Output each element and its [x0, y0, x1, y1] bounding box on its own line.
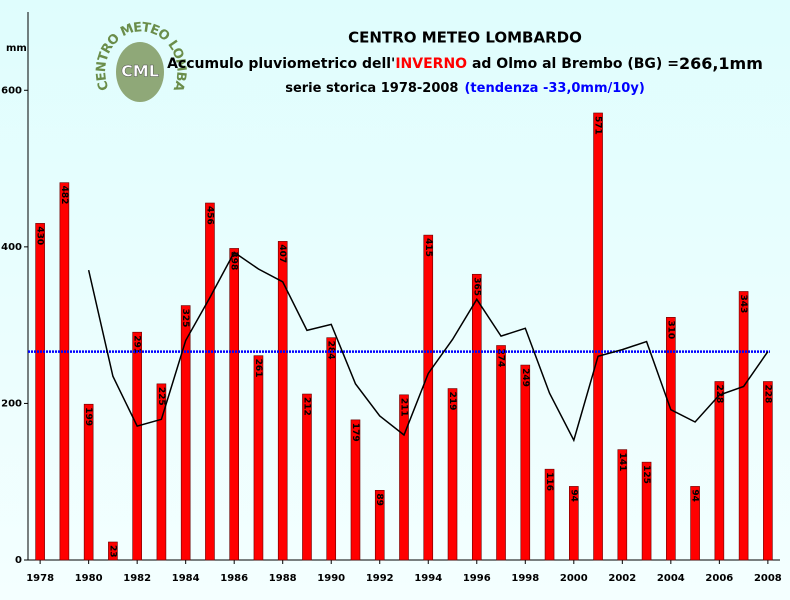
value-label: 116: [544, 472, 554, 491]
moving-average-line: [87, 251, 769, 443]
x-tick-label: 1984: [172, 573, 200, 584]
logo-initials: CML: [121, 62, 159, 81]
trend-label: (tendenza -33,0mm/10y): [464, 81, 644, 96]
subtitle-part: INVERNO: [395, 56, 467, 72]
value-label: 179: [350, 423, 360, 442]
bar: [229, 248, 239, 561]
x-tick-label: 1988: [269, 573, 297, 584]
bar: [520, 364, 531, 561]
value-label: 89: [374, 493, 384, 506]
bar: [277, 241, 288, 561]
value-label: 94: [568, 489, 578, 502]
y-tick-label: 400: [1, 242, 22, 253]
x-tick-label: 2004: [657, 573, 685, 584]
x-tick-label: 1996: [463, 573, 491, 584]
value-label: 141: [617, 453, 627, 472]
value-label: 430: [35, 226, 45, 245]
value-label: 365: [471, 277, 481, 296]
y-tick-label: 200: [1, 398, 22, 409]
x-tick-label: 1990: [317, 573, 345, 584]
value-label: 249: [520, 368, 530, 387]
value-label: 23: [107, 545, 117, 558]
value-label: 291: [132, 335, 142, 354]
bar: [738, 291, 749, 561]
bar: [156, 383, 167, 561]
value-label: 228: [762, 385, 772, 404]
x-tick-label: 1982: [123, 573, 151, 584]
bar: [59, 182, 70, 561]
bar: [763, 381, 773, 561]
bar: [496, 345, 506, 561]
bar: [690, 486, 700, 561]
bar: [350, 419, 361, 561]
bar: [471, 273, 482, 561]
value-label: 211: [399, 398, 409, 417]
x-tick-label: 1980: [75, 573, 103, 584]
value-label: 482: [59, 186, 69, 205]
bar: [544, 468, 555, 561]
x-tick-label: 1986: [220, 573, 248, 584]
bar: [83, 403, 94, 561]
subtitle2-text: serie storica 1978-2008: [285, 81, 458, 96]
value-label: 407: [277, 244, 287, 263]
bar: [35, 223, 45, 561]
value-label: 212: [301, 397, 311, 416]
bar: [714, 381, 725, 561]
y-tick-label: 0: [15, 555, 22, 566]
bar: [447, 388, 458, 561]
bar: [108, 541, 118, 561]
value-label: 274: [496, 348, 506, 367]
x-tick-label: 2006: [705, 573, 733, 584]
chart-subtitle: Accumulo pluviometrico dell'INVERNO ad O…: [167, 54, 763, 73]
value-label: 415: [423, 238, 433, 257]
bar: [399, 394, 409, 561]
y-axis-label: mm: [6, 43, 27, 54]
value-label: 456: [204, 206, 214, 225]
bar: [641, 461, 652, 561]
value-label: 343: [738, 294, 748, 313]
value-label: 94: [690, 489, 700, 502]
value-label: 219: [447, 392, 457, 411]
x-tick-label: 1978: [26, 573, 54, 584]
value-label: 261: [253, 359, 263, 378]
bar: [569, 486, 579, 561]
logo-shape: [116, 42, 164, 102]
bar: [205, 202, 215, 561]
bar: [617, 449, 628, 561]
value-label: 571: [593, 116, 603, 135]
x-tick-label: 2000: [560, 573, 588, 584]
x-tick-label: 2002: [608, 573, 636, 584]
value-label: 325: [180, 309, 190, 328]
value-label: 310: [665, 320, 675, 339]
bar: [132, 331, 142, 561]
chart-title: CENTRO METEO LOMBARDO: [348, 29, 582, 47]
value-label: 225: [156, 387, 166, 406]
bar: [180, 305, 191, 561]
value-label: 199: [83, 407, 93, 426]
value-label: 398: [229, 251, 239, 270]
value-label: 228: [714, 385, 724, 404]
bar: [666, 317, 676, 561]
value-label: 125: [641, 465, 651, 484]
bar: [326, 337, 337, 561]
x-tick-label: 2008: [754, 573, 782, 584]
chart-subtitle2: serie storica 1978-2008 (tendenza -33,0mm…: [285, 81, 645, 96]
x-tick-label: 1998: [511, 573, 539, 584]
bar: [253, 355, 264, 561]
bar: [423, 234, 434, 561]
bar: [374, 490, 385, 561]
value-label: 284: [326, 341, 336, 360]
y-tick-label: 600: [1, 85, 22, 96]
bar: [593, 112, 603, 561]
x-tick-label: 1992: [366, 573, 394, 584]
x-tick-label: 1994: [414, 573, 442, 584]
subtitle-part: Accumulo pluviometrico dell': [167, 56, 395, 72]
subtitle-part: 266,1mm: [679, 54, 763, 73]
subtitle-part: ad Olmo al Brembo (BG) =: [467, 56, 679, 72]
bar: [302, 393, 312, 561]
